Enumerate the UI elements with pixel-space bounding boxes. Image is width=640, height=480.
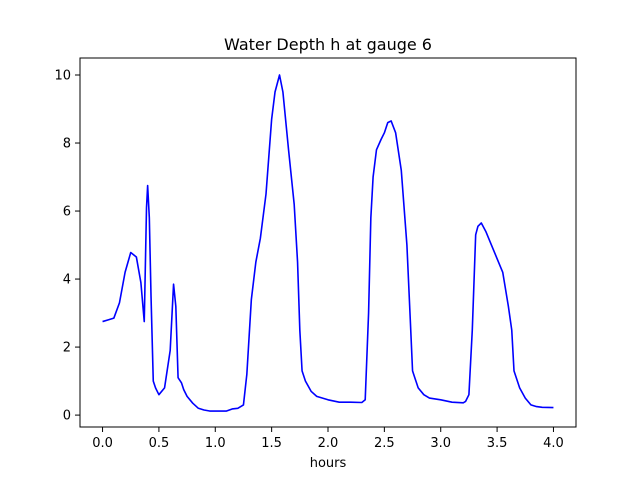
x-tick-label: 4.0 (543, 436, 564, 451)
y-tick-label: 4 (63, 273, 71, 288)
y-tick-label: 8 (63, 137, 71, 152)
x-tick-label: 2.0 (318, 436, 339, 451)
x-axis: 0.0 0.5 1.0 1.5 2.0 2.5 3.0 3.5 4.0 (92, 427, 564, 451)
y-tick-label: 10 (54, 69, 71, 84)
y-axis: 0 2 4 6 8 10 (54, 69, 80, 424)
y-tick-label: 6 (63, 205, 71, 220)
x-tick-label: 3.0 (430, 436, 451, 451)
chart-title: Water Depth h at gauge 6 (224, 35, 432, 54)
x-tick-label: 1.5 (261, 436, 282, 451)
y-tick-label: 0 (63, 409, 71, 424)
series-line-0 (102, 74, 554, 412)
x-tick-label: 2.5 (374, 436, 395, 451)
y-tick-label: 2 (63, 341, 71, 356)
x-tick-label: 1.0 (205, 436, 226, 451)
x-axis-label: hours (310, 456, 347, 471)
x-tick-label: 0.0 (92, 436, 113, 451)
x-tick-label: 3.5 (487, 436, 508, 451)
x-tick-label: 0.5 (149, 436, 170, 451)
